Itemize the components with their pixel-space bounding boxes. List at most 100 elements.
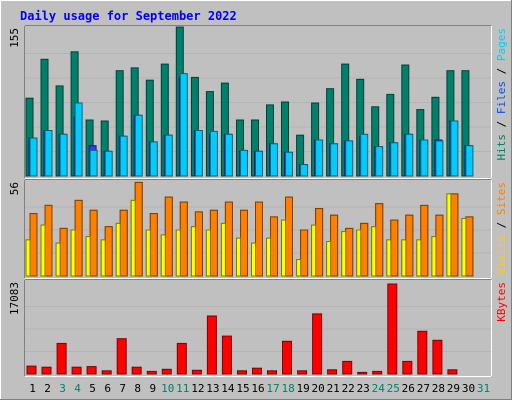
x-tick-label: 24 <box>372 382 386 395</box>
bar-visits <box>386 239 392 277</box>
x-tick-label: 29 <box>447 382 460 395</box>
bar-kbytes <box>447 369 458 375</box>
chart-panels: 155 Hits / Files / Pages 56 Visits / Sites 1… <box>8 25 508 377</box>
bar-pages <box>285 151 293 177</box>
x-tick-label: 5 <box>89 382 96 395</box>
panel-visits: 56 Visits / Sites <box>8 179 508 279</box>
bar-visits <box>311 224 317 277</box>
panel-visits-bars <box>25 181 474 277</box>
bar-pages <box>104 150 113 177</box>
x-tick-label: 13 <box>206 382 219 395</box>
bar-visits <box>236 237 241 277</box>
bar-kbytes <box>56 342 67 375</box>
legend-entry: Visits <box>495 235 508 275</box>
panel-hits: 155 Hits / Files / Pages <box>8 25 508 179</box>
legend-entry: KBytes <box>495 282 508 322</box>
bar-kbytes <box>41 366 52 375</box>
bar-pages <box>300 164 309 177</box>
bar-kbytes <box>267 370 277 375</box>
x-tick-label: 1 <box>29 382 36 395</box>
bar-kbytes <box>116 338 127 375</box>
legend-entry: Sites <box>495 182 508 215</box>
bar-pages <box>59 133 68 177</box>
bar-pages <box>405 133 414 177</box>
bar-sites <box>209 209 218 277</box>
bar-visits <box>70 229 76 277</box>
bar-sites <box>119 209 128 277</box>
bar-sites <box>270 216 278 277</box>
bar-sites <box>405 214 414 277</box>
legend-entry: / <box>495 215 508 235</box>
legend-entry: / <box>495 114 508 134</box>
bar-sites <box>465 216 474 277</box>
x-tick-label: 16 <box>251 382 264 395</box>
bar-pages <box>119 135 128 177</box>
x-tick-label: 21 <box>327 382 340 395</box>
bar-kbytes <box>357 371 368 375</box>
bar-visits <box>416 239 422 277</box>
bar-pages <box>240 149 248 177</box>
x-tick-label: 26 <box>402 382 415 395</box>
bar-visits <box>371 226 377 277</box>
x-tick-label: 20 <box>311 382 324 395</box>
panel-kbytes: 17083 KBytes <box>8 279 508 377</box>
x-tick-label: 4 <box>74 382 81 395</box>
x-tick-label: 3 <box>59 382 66 395</box>
bar-sites <box>149 213 158 277</box>
x-tick-label: 31 <box>477 382 490 395</box>
bar-sites <box>300 229 309 277</box>
bar-pages <box>179 73 188 177</box>
x-tick-label: 12 <box>191 382 204 395</box>
bar-pages <box>44 130 53 177</box>
bar-visits <box>356 229 362 277</box>
legend-visits: Visits / Sites <box>495 182 508 275</box>
bar-sites <box>450 193 459 277</box>
bar-visits <box>145 229 151 277</box>
bar-kbytes <box>312 313 323 375</box>
legend-hits: Hits / Files / Pages <box>495 28 508 161</box>
bar-sites <box>59 227 68 277</box>
x-tick-label: 15 <box>236 382 249 395</box>
legend-entry: Hits <box>495 134 508 161</box>
bar-sites <box>375 203 384 277</box>
bar-visits <box>205 229 211 277</box>
bar-pages <box>164 134 173 177</box>
bar-visits <box>130 199 136 277</box>
bar-kbytes <box>432 339 443 375</box>
bar-sites <box>315 208 324 277</box>
bar-kbytes <box>252 367 262 375</box>
bar-pages <box>270 143 278 177</box>
x-tick-label: 19 <box>296 382 309 395</box>
bar-kbytes <box>327 369 338 375</box>
bar-sites <box>390 219 399 277</box>
legend-entry: Files <box>495 81 508 114</box>
x-tick-label: 7 <box>119 382 126 395</box>
bar-sites <box>74 199 83 277</box>
bar-kbytes <box>237 370 247 375</box>
bar-sites <box>44 204 53 277</box>
bar-visits <box>251 242 256 277</box>
bar-sites <box>435 214 444 277</box>
bar-kbytes <box>176 342 187 375</box>
panel-hits-bars <box>25 26 474 177</box>
bar-visits <box>341 231 347 277</box>
bar-pages <box>134 114 143 177</box>
y-max-label: 56 <box>8 182 21 195</box>
bar-kbytes <box>206 315 217 375</box>
legend-kbytes: KBytes <box>495 282 508 322</box>
bar-visits <box>40 224 46 277</box>
bar-visits <box>446 193 452 277</box>
bar-pages <box>420 139 429 177</box>
x-axis-day-labels: 1 2 3 4 5 6 7 8 9 10 11 12 13 14 15 16 17 18 19 20 21 22 23 24 2… <box>29 382 490 395</box>
bar-kbytes <box>26 365 37 375</box>
bar-visits <box>55 242 61 277</box>
chart-title: Daily usage for September 2022 <box>20 9 237 23</box>
bar-visits <box>326 241 332 277</box>
bar-sites <box>360 222 369 277</box>
x-tick-label: 25 <box>387 382 400 395</box>
bar-kbytes <box>161 368 172 375</box>
y-max-label: 17083 <box>8 282 21 315</box>
panel-kbytes-bars <box>26 283 458 375</box>
x-tick-label: 10 <box>161 382 174 395</box>
